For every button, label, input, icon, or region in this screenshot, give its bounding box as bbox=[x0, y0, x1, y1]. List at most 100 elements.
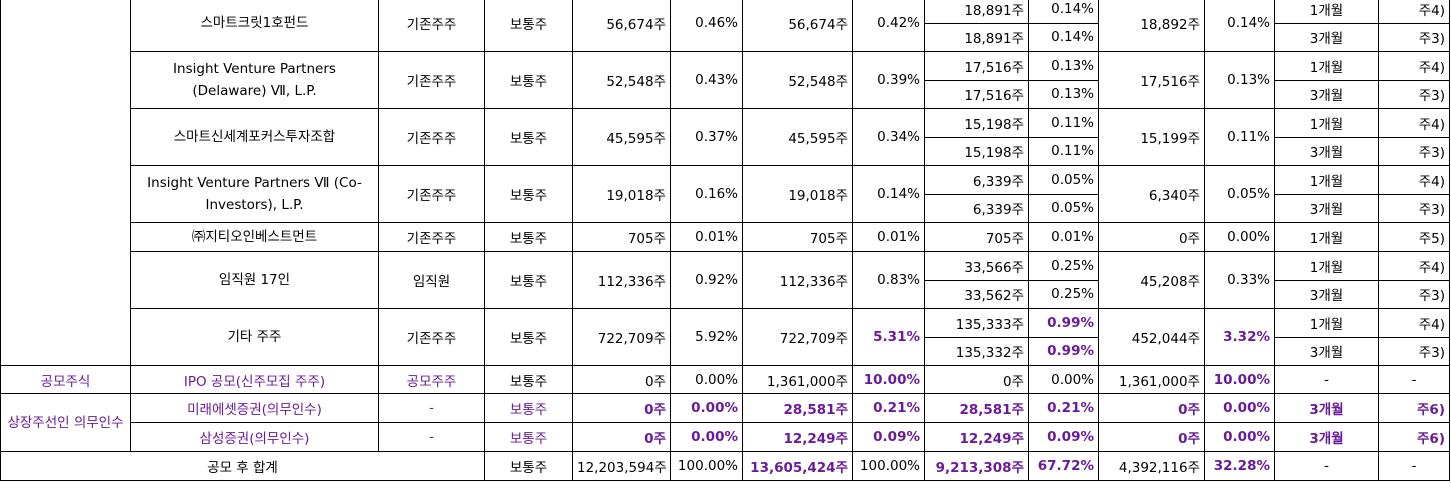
footnote-ref: 주4) bbox=[1378, 0, 1450, 24]
pre-ipo-qty: 12,203,594주 bbox=[572, 451, 671, 481]
pre-ipo-qty: 19,018주 bbox=[572, 165, 671, 223]
footnote-ref: 주6) bbox=[1378, 393, 1450, 423]
free-float-qty: 0주 bbox=[1098, 222, 1205, 252]
free-float-pct: 0.11% bbox=[1204, 108, 1275, 166]
free-float-pct: 10.00% bbox=[1204, 365, 1275, 394]
lockup-qty: 15,198주 bbox=[924, 136, 1029, 166]
shareholder-name: Insight Venture Partners Ⅶ (Co-Investors… bbox=[130, 165, 379, 223]
pre-ipo-qty: 112,336주 bbox=[572, 251, 671, 309]
shareholder-type: 기존주주 bbox=[378, 108, 485, 166]
post-ipo-qty: 13,605,424주 bbox=[742, 451, 853, 481]
stock-type: 보통주 bbox=[484, 451, 573, 481]
shareholder-type: 기존주주 bbox=[378, 51, 485, 109]
table-row: 15,198주 0.11% 3개월 주3) bbox=[1, 136, 1450, 166]
stock-type: 보통주 bbox=[484, 51, 573, 109]
post-ipo-pct: 0.01% bbox=[852, 222, 925, 252]
table-row: 임직원 17인 임직원 보통주 112,336주 0.92% 112,336주 0.83% 3… bbox=[1, 251, 1450, 309]
stock-type: 보통주 bbox=[484, 422, 573, 452]
table-row: 17,516주 0.13% 3개월 주3) bbox=[1, 79, 1450, 109]
group-cell-empty bbox=[0, 0, 131, 366]
lockup-qty: 33,566주 bbox=[924, 251, 1029, 281]
shareholder-name: 미래에셋증권(의무인수) bbox=[130, 393, 379, 423]
table-row-total: 공모 후 합계 보통주 12,203,594주 100.00% 13,605,424주 1… bbox=[0, 451, 1450, 481]
table-row: Insight Venture Partners Ⅶ (Co-Investors… bbox=[1, 165, 1450, 223]
pre-ipo-qty: 0주 bbox=[572, 393, 671, 423]
pre-ipo-pct: 0.46% bbox=[670, 0, 743, 52]
free-float-pct: 0.14% bbox=[1204, 0, 1275, 52]
lockup-pct: 0.00% bbox=[1028, 365, 1099, 394]
free-float-qty: 18,892주 bbox=[1098, 0, 1205, 52]
pre-ipo-qty: 45,595주 bbox=[572, 108, 671, 166]
lockup-qty: 9,213,308주 bbox=[924, 451, 1029, 481]
shareholder-name: IPO 공모(신주모집 주주) bbox=[130, 365, 379, 394]
footnote-ref: 주3) bbox=[1378, 279, 1450, 309]
table-row: Insight Venture Partners (Delaware) Ⅶ, L… bbox=[1, 51, 1450, 109]
lockup-pct: 0.13% bbox=[1028, 79, 1099, 109]
footnote-ref: - bbox=[1378, 451, 1450, 481]
lockup-pct: 0.99% bbox=[1028, 336, 1099, 366]
pre-ipo-pct: 100.00% bbox=[670, 451, 743, 481]
post-ipo-pct: 100.00% bbox=[852, 451, 925, 481]
lockup-qty: 135,332주 bbox=[924, 336, 1029, 366]
lockup-pct: 0.11% bbox=[1028, 108, 1099, 138]
table-row: ㈜지티오인베스트먼트 기존주주 보통주 705주 0.01% 705주 0.01% 705주 0… bbox=[1, 222, 1450, 252]
free-float-qty: 1,361,000주 bbox=[1098, 365, 1205, 394]
pre-ipo-qty: 705주 bbox=[572, 222, 671, 252]
stock-type: 보통주 bbox=[484, 222, 573, 252]
lockup-qty: 705주 bbox=[924, 222, 1029, 252]
pre-ipo-pct: 0.01% bbox=[670, 222, 743, 252]
lockup-pct: 0.13% bbox=[1028, 51, 1099, 81]
free-float-qty: 452,044주 bbox=[1098, 308, 1205, 366]
table-row-underwriter: 삼성증권(의무인수) - 보통주 0주 0.00% 12,249주 0.09% 12,249주… bbox=[1, 422, 1450, 452]
footnote-ref: 주4) bbox=[1378, 165, 1450, 195]
free-float-pct: 0.13% bbox=[1204, 51, 1275, 109]
post-ipo-pct: 10.00% bbox=[852, 365, 925, 394]
stock-type: 보통주 bbox=[484, 108, 573, 166]
free-float-qty: 0주 bbox=[1098, 393, 1205, 423]
post-ipo-pct: 0.09% bbox=[852, 422, 925, 452]
free-float-qty: 4,392,116주 bbox=[1098, 451, 1205, 481]
shareholder-type: - bbox=[378, 422, 485, 452]
free-float-pct: 3.32% bbox=[1204, 308, 1275, 366]
shareholder-type: 기존주주 bbox=[378, 0, 485, 52]
post-ipo-qty: 19,018주 bbox=[742, 165, 853, 223]
footnote-ref: 주3) bbox=[1378, 79, 1450, 109]
post-ipo-pct: 0.39% bbox=[852, 51, 925, 109]
post-ipo-qty: 722,709주 bbox=[742, 308, 853, 366]
free-float-qty: 45,208주 bbox=[1098, 251, 1205, 309]
stock-type: 보통주 bbox=[484, 393, 573, 423]
pre-ipo-pct: 0.00% bbox=[670, 393, 743, 423]
pre-ipo-qty: 52,548주 bbox=[572, 51, 671, 109]
free-float-pct: 0.05% bbox=[1204, 165, 1275, 223]
shareholder-type: 공모주주 bbox=[378, 365, 485, 394]
post-ipo-qty: 705주 bbox=[742, 222, 853, 252]
lockup-period: 3개월 bbox=[1274, 336, 1379, 366]
lockup-period: 1개월 bbox=[1274, 108, 1379, 138]
lockup-pct: 0.21% bbox=[1028, 393, 1099, 423]
footnote-ref: 주3) bbox=[1378, 193, 1450, 223]
post-ipo-qty: 112,336주 bbox=[742, 251, 853, 309]
footnote-ref: 주6) bbox=[1378, 422, 1450, 452]
lockup-period: 3개월 bbox=[1274, 422, 1379, 452]
lockup-qty: 17,516주 bbox=[924, 79, 1029, 109]
lockup-qty: 18,891주 bbox=[924, 0, 1029, 24]
lockup-qty: 28,581주 bbox=[924, 393, 1029, 423]
footnote-ref: 주4) bbox=[1378, 51, 1450, 81]
lockup-period: 3개월 bbox=[1274, 136, 1379, 166]
pre-ipo-pct: 0.00% bbox=[670, 365, 743, 394]
lockup-period: 1개월 bbox=[1274, 165, 1379, 195]
footnote-ref: 주5) bbox=[1378, 222, 1450, 252]
lockup-period: 3개월 bbox=[1274, 193, 1379, 223]
free-float-pct: 0.00% bbox=[1204, 422, 1275, 452]
table-row: 스마트크릿1호펀드 기존주주 보통주 56,674주 0.46% 56,674주 0.42%… bbox=[0, 0, 1450, 366]
stock-type: 보통주 bbox=[484, 308, 573, 366]
table-row-underwriter: 상장주선인 의무인수 미래에셋증권(의무인수) - 보통주 0주 0.00% 28,581주… bbox=[0, 393, 1450, 452]
lockup-qty: 33,562주 bbox=[924, 279, 1029, 309]
lockup-qty: 6,339주 bbox=[924, 165, 1029, 195]
post-ipo-qty: 12,249주 bbox=[742, 422, 853, 452]
lockup-period: - bbox=[1274, 451, 1379, 481]
lockup-pct: 67.72% bbox=[1028, 451, 1099, 481]
stock-type: 보통주 bbox=[484, 0, 573, 52]
table-row: 33,562주 0.25% 3개월 주3) bbox=[1, 279, 1450, 309]
shareholder-type: - bbox=[378, 393, 485, 423]
